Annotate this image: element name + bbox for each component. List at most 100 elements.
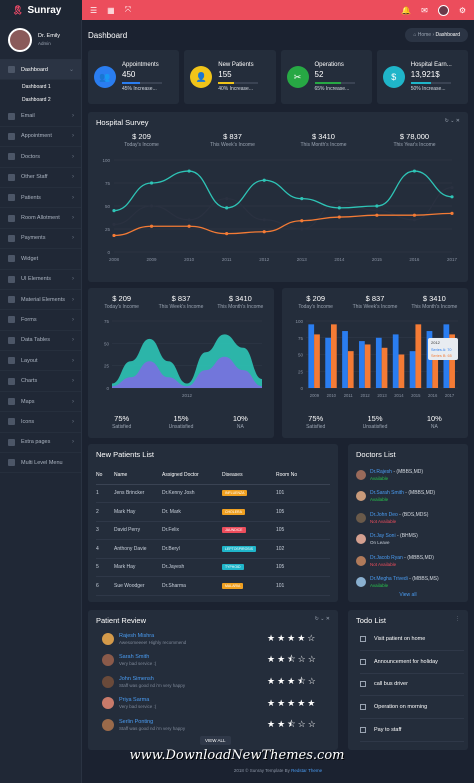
room-allotment-icon: [8, 214, 15, 222]
kpi-value: 10%: [232, 414, 248, 423]
fullscreen-icon[interactable]: ⤧: [124, 5, 132, 14]
sidebar-item-appointment[interactable]: Appointment ›: [0, 127, 81, 148]
kpi-value: 75%: [308, 414, 324, 423]
data-point: [375, 209, 379, 213]
kpi-label: This Year's Income: [393, 142, 436, 148]
doctor-item[interactable]: Dr.Jacob Ryan - (MBBS,MD) Not Available: [356, 550, 464, 572]
sidebar-item-room-allotment[interactable]: Room Allotment ›: [0, 208, 81, 229]
hospital-survey-card: Hospital Survey ↻ ⌄ ✕ $ 209 Today's Incom…: [88, 112, 468, 282]
sidebar-subitem[interactable]: Dashboard 2: [22, 96, 51, 103]
review-item: Sarah Smith Very bad service :(★★⯪☆☆: [102, 650, 332, 672]
sidebar-item-email[interactable]: Email ›: [0, 106, 81, 127]
reviewer-name[interactable]: Rajesh Mishra: [119, 632, 155, 639]
doctor-degree: (MBBS,MD): [407, 554, 434, 561]
table-cell-disease: JAUNDICE: [222, 527, 276, 534]
menu-toggle-icon[interactable]: ☰: [90, 5, 98, 15]
table-header-cell[interactable]: Diseases: [222, 471, 243, 478]
stat-card: $ Hospital Earn... 13,921$ 50% Increase...: [376, 50, 468, 104]
table-row[interactable]: 4 Anthony Davie Dr.Beryl LEPTOSPIROSIS 102: [96, 540, 330, 559]
bar: [325, 337, 331, 388]
table-header-cell[interactable]: Room No: [276, 471, 298, 478]
sidebar-item-patients[interactable]: Patients ›: [0, 188, 81, 209]
data-point: [450, 211, 454, 215]
table-cell-doctor: Dr.Kenny Josh: [162, 490, 195, 497]
review-text: Awesomeeee! Highly recommend: [119, 639, 187, 645]
bar: [398, 354, 405, 388]
table-header-cell[interactable]: Assigned Doctor: [162, 471, 199, 478]
settings-icon[interactable]: ⚙: [458, 5, 466, 15]
grid-icon[interactable]: ▦: [107, 5, 115, 15]
doctor-avatar: [356, 577, 366, 588]
table-row[interactable]: 2 Mark Hay Dr. Mark CHOLERA 105: [96, 503, 330, 522]
x-tick-label: 2017: [447, 257, 458, 262]
x-tick-label: 2016: [409, 257, 420, 262]
doctor-item[interactable]: Dr.Jay Soni - (BHMS) On Leave: [356, 529, 464, 551]
table-row[interactable]: 1 Jens Brincker Dr.Kenny Josh INFLUENZA 101: [96, 485, 330, 503]
todo-checkbox[interactable]: [360, 635, 366, 642]
user-avatar[interactable]: [437, 4, 449, 16]
sidebar-item-material-elements[interactable]: Material Elements ›: [0, 290, 81, 311]
doctor-separator: -: [403, 490, 409, 497]
table-row[interactable]: 3 David Perry Dr.Felix JAUNDICE 105: [96, 522, 330, 540]
sidebar-subitem[interactable]: Dashboard 1: [22, 83, 51, 90]
widget-icon: [8, 255, 15, 263]
sidebar-item-forms[interactable]: Forms ›: [0, 310, 81, 331]
sidebar-item-other-staff[interactable]: Other Staff ›: [0, 168, 81, 188]
sidebar-item-maps[interactable]: Maps ›: [0, 392, 81, 413]
reviewer-avatar: [102, 718, 114, 731]
reviewer-name[interactable]: Serlin Ponting: [119, 718, 154, 725]
sidebar-item-layout[interactable]: Layout ›: [0, 351, 81, 372]
table-row[interactable]: 5 Mark Hay Dr.Jayesh TYPHOID 105: [96, 559, 330, 577]
review-tools[interactable]: ↻ ⌄ ✕: [314, 616, 330, 622]
sidebar-item-extra-pages[interactable]: Extra pages ›: [0, 433, 81, 454]
profile-avatar[interactable]: [8, 27, 32, 52]
card-tools[interactable]: ↻ ⌄ ✕: [444, 118, 460, 124]
other-staff-icon: [8, 173, 15, 181]
patients-icon: [8, 194, 15, 202]
reviewer-name[interactable]: Priya Sarma: [119, 697, 150, 704]
review-item: Rajesh Mishra Awesomeeee! Highly recommen…: [102, 628, 332, 650]
todo-item: Announcement for holiday: [360, 651, 464, 674]
reviewer-name[interactable]: Sarah Smith: [119, 654, 150, 661]
brand[interactable]: 🎗 Sunray: [0, 0, 82, 20]
doctor-item[interactable]: Dr.Sarah Smith - (MBBS,MD) Available: [356, 486, 464, 508]
table-header-cell[interactable]: Name: [114, 471, 128, 478]
todo-checkbox[interactable]: [360, 704, 366, 711]
doctor-separator: -: [402, 554, 408, 561]
table-header-cell[interactable]: No: [96, 471, 103, 478]
sidebar-item-multi-level-menu[interactable]: Multi Level Menu: [0, 453, 81, 474]
breadcrumb: ⌂ Home › Dashboard: [405, 28, 468, 42]
sidebar-item-ui-elements[interactable]: UI Elements ›: [0, 270, 81, 290]
ribbon-logo-icon: 🎗: [12, 4, 24, 15]
mail-icon[interactable]: ✉: [421, 5, 428, 15]
footer-link[interactable]: Redstar Theme: [291, 768, 323, 773]
sidebar-item-data-tables[interactable]: Data Tables ›: [0, 331, 81, 352]
chevron-icon: ⌄: [68, 67, 74, 74]
notification-bell-icon[interactable]: 🔔: [401, 5, 412, 15]
sidebar-item-dashboard[interactable]: Dashboard ⌄: [0, 60, 81, 81]
doctor-item[interactable]: Dr.Rajesh - (MBBS,MD) Available: [356, 464, 464, 486]
todo-checkbox[interactable]: [360, 681, 366, 688]
table-row[interactable]: 6 Sue Woodger Dr.Sharma MALARIA 101: [96, 577, 330, 596]
sidebar-item-doctors[interactable]: Doctors ›: [0, 147, 81, 168]
kpi: $ 3410 This Month's Income: [278, 132, 369, 148]
doctor-item[interactable]: Dr.John Deo - (BDS,MDS) Not Available: [356, 507, 464, 529]
breadcrumb-home[interactable]: Home: [417, 32, 432, 38]
bar: [449, 334, 455, 388]
todo-checkbox[interactable]: [360, 658, 366, 665]
review-view-all-button[interactable]: VIEW ALL: [200, 736, 231, 745]
sidebar-item-payments[interactable]: Payments ›: [0, 229, 81, 250]
sidebar-item-charts[interactable]: Charts ›: [0, 371, 81, 392]
doctor-item[interactable]: Dr.Megha Trivedi - (MBBS,MS) Available: [356, 572, 464, 594]
todo-checkbox[interactable]: [360, 727, 366, 734]
chevron-icon: ›: [72, 296, 74, 303]
users-icon: 👥: [94, 66, 116, 88]
kpi-value: $ 837: [365, 294, 385, 303]
sidebar-item-icons[interactable]: Icons ›: [0, 412, 81, 433]
doctors-view-all[interactable]: View all: [399, 592, 417, 598]
bar: [359, 341, 365, 388]
reviewer-name[interactable]: John Simensh: [119, 675, 154, 682]
sidebar-item-widget[interactable]: Widget: [0, 249, 81, 270]
todo-menu-icon[interactable]: ⋮: [455, 616, 460, 622]
rating-stars: ★★⯪☆☆: [267, 718, 318, 729]
